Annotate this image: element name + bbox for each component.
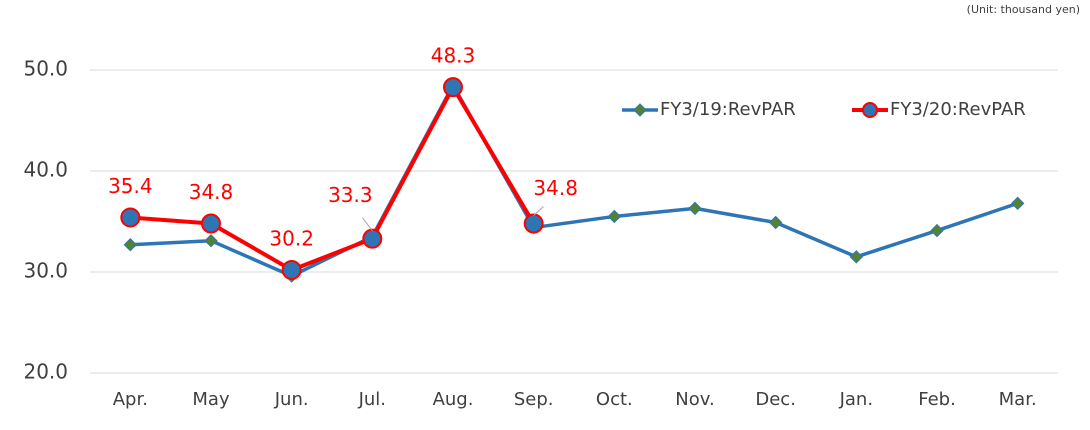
x-tick-label: Sep. [514, 389, 554, 410]
point [362, 228, 383, 249]
data-label: 34.8 [189, 180, 234, 204]
y-tick-label: 40.0 [23, 158, 68, 182]
point [768, 215, 783, 230]
point [201, 213, 221, 234]
point [849, 250, 864, 264]
point [281, 259, 302, 280]
point [930, 223, 944, 238]
point [120, 207, 141, 228]
point [443, 77, 463, 98]
y-tick-label: 20.0 [23, 360, 68, 384]
leader-line [362, 217, 373, 231]
x-tick-label: Nov. [675, 389, 714, 410]
series-line [130, 83, 1019, 278]
y-tick-label: 50.0 [23, 57, 68, 81]
legend-marker [633, 103, 647, 117]
x-tick-label: Jun. [274, 389, 309, 410]
x-tick-label: Apr. [113, 389, 148, 410]
legend-label: FY3/19:RevPAR [660, 99, 796, 120]
legend-label: FY3/20:RevPAR [890, 99, 1026, 120]
x-tick-label: Jan. [839, 389, 873, 410]
x-tick-label: Jul. [358, 389, 386, 410]
data-label: 30.2 [269, 226, 314, 250]
point [688, 201, 702, 216]
x-tick-label: Aug. [433, 389, 474, 410]
unit-note: (Unit: thousand yen) [967, 3, 1080, 16]
x-tick-label: Oct. [596, 389, 633, 410]
data-label: 35.4 [108, 174, 153, 198]
legend-marker [862, 102, 878, 118]
x-tick-label: Mar. [999, 389, 1037, 410]
x-tick-label: Dec. [755, 389, 796, 410]
point [1010, 196, 1025, 211]
y-tick-label: 30.0 [23, 259, 68, 283]
point [204, 233, 218, 248]
x-tick-label: Feb. [918, 389, 956, 410]
data-label: 33.3 [328, 183, 373, 207]
x-tick-label: May [192, 389, 230, 410]
data-label: 34.8 [533, 176, 578, 200]
point [123, 238, 138, 252]
point [523, 213, 544, 234]
leader-line [533, 206, 544, 216]
series-line [130, 85, 536, 272]
point [607, 209, 622, 224]
data-label: 48.3 [431, 44, 476, 68]
